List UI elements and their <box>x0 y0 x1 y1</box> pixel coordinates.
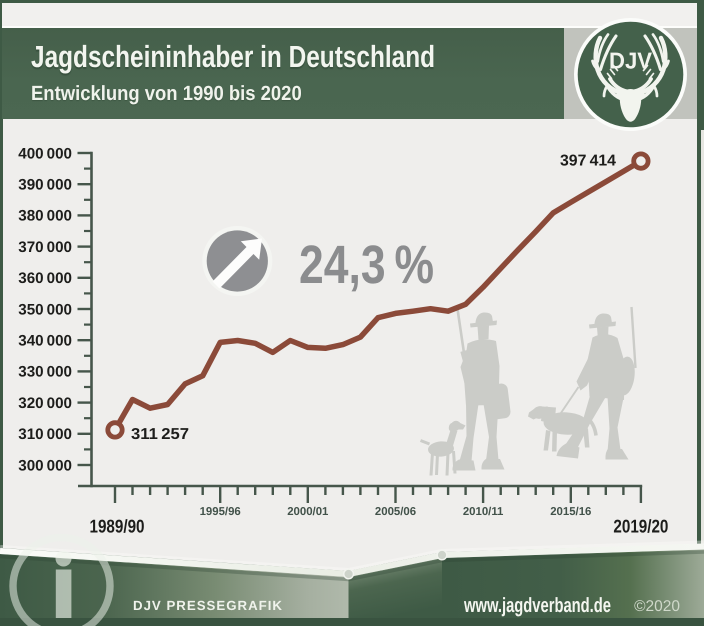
svg-text:390 000: 390 000 <box>18 177 72 194</box>
svg-text:380 000: 380 000 <box>18 208 72 225</box>
svg-text:2005/06: 2005/06 <box>375 506 416 518</box>
svg-text:360 000: 360 000 <box>18 270 72 287</box>
svg-text:www.jagdverband.de: www.jagdverband.de <box>463 594 611 617</box>
svg-text:397 414: 397 414 <box>560 153 616 170</box>
svg-text:1995/96: 1995/96 <box>200 506 241 518</box>
svg-text:2015/16: 2015/16 <box>550 506 591 518</box>
svg-text:340 000: 340 000 <box>18 333 72 350</box>
svg-text:©2020: ©2020 <box>634 598 680 615</box>
svg-text:400 000: 400 000 <box>18 145 72 162</box>
svg-text:311 257: 311 257 <box>131 426 189 443</box>
svg-text:330 000: 330 000 <box>18 364 72 381</box>
svg-text:350 000: 350 000 <box>18 301 72 318</box>
svg-text:310 000: 310 000 <box>18 426 72 443</box>
svg-text:24,3 %: 24,3 % <box>299 235 434 295</box>
svg-text:300 000: 300 000 <box>18 457 72 474</box>
svg-text:2019/20: 2019/20 <box>613 516 668 537</box>
svg-text:1989/90: 1989/90 <box>90 516 145 537</box>
svg-text:2000/01: 2000/01 <box>287 506 329 518</box>
svg-text:DJV PRESSEGRAFIK: DJV PRESSEGRAFIK <box>133 598 283 613</box>
svg-text:DJV: DJV <box>609 48 653 74</box>
svg-text:2010/11: 2010/11 <box>463 506 504 518</box>
svg-text:320 000: 320 000 <box>18 395 72 412</box>
svg-text:370 000: 370 000 <box>18 239 72 256</box>
